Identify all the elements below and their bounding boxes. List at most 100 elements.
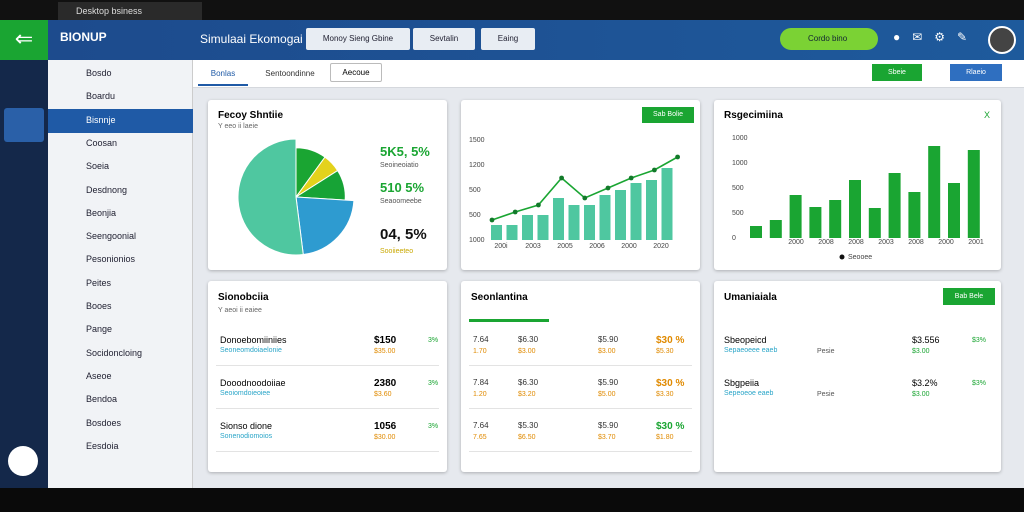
x-tick-label: 2008 [908,239,924,246]
cell-sub: $5.30 [656,348,674,355]
chart [237,138,355,256]
sidebar-item[interactable]: Desdnong [86,184,128,195]
cell-sub: $5.00 [598,391,616,398]
card-subtitle: Y aeoi ii eaiee [218,307,262,314]
sidebar-item[interactable]: Beonjia [86,207,117,218]
cell: $30 % [656,335,685,346]
y-tick-label: 1200 [469,162,485,169]
tab[interactable]: Desktop bsiness [58,2,202,20]
sidebar-item[interactable]: Aseoe [86,370,112,381]
sidebar-item[interactable]: Pange [86,324,113,335]
card-button[interactable]: Bab Bele [943,288,995,305]
cell: $5.30 [518,421,539,430]
row-subvalue: $35.00 [374,348,396,355]
card-title: Rsgecimiina [724,110,783,121]
logo: BIONUP [60,30,107,44]
row-subvalue: $3.00 [912,348,930,355]
cell-sub: 1.20 [473,391,487,398]
line-point [512,209,518,215]
cell: 7.64 [473,335,489,344]
bar [829,200,842,238]
legend-label: Seooee [848,254,872,261]
y-tick-label: 1000 [732,160,748,167]
bar [599,195,611,240]
action-button[interactable]: Sbeie [872,64,922,81]
sidebar-item[interactable]: Bendoa [86,394,118,405]
status-pill[interactable]: Cordo bino [780,28,878,50]
card: Umaniaiala Bab Bele Sbeopeicd Sepaeoeee eae… [714,281,1001,472]
toolbar-tab[interactable]: Sentoondinne [265,69,315,78]
sidebar-item[interactable]: Booes [86,301,112,311]
row-value: $150 [374,335,397,346]
cell-sub: $3.00 [518,348,536,355]
cell: $5.90 [598,378,619,387]
x-tick-label: 2000 [788,239,804,246]
row-sub: Sonenodiomoios [220,433,273,440]
sidebar-item[interactable]: Coosan [86,137,118,148]
row-value: 1056 [374,421,397,432]
sidebar-item[interactable]: Pesonionios [86,254,136,265]
x-tick-label: 200i [494,243,508,250]
row-name: Sbgpeiia [724,378,760,388]
header-button[interactable]: Eaing [481,28,535,50]
cell-sub: $3.00 [598,348,616,355]
line-point [559,175,564,181]
x-tick-label: 2008 [848,239,864,246]
toolbar-button[interactable]: Aecoue [330,63,382,82]
card-button[interactable]: Sab Bolie [642,107,694,123]
row-name: Sionso dione [220,421,273,431]
sidebar-item[interactable]: Seengoonial [86,231,137,242]
x-tick-label: 2006 [589,243,605,250]
card: Sab Bolie 1500 1200 500 500 1000 200i 2003 2005 2… [461,100,700,270]
header-button[interactable]: Sevtalin [413,28,475,50]
sidebar-item[interactable]: Bosdo [86,68,112,78]
card: Sionobciia Y aeoi ii eaiee Donoebomiiniies… [208,281,447,472]
row-sub: Seoneomdoiaelonie [220,347,282,354]
progress [469,319,549,322]
rail-button[interactable] [8,446,38,476]
sidebar-item[interactable]: Bisnnje [48,108,193,133]
row-value: $3.556 [912,335,940,345]
cell-sub: 7.65 [473,434,487,441]
sidebar-item[interactable]: Bosdoes [86,417,122,428]
y-tick-label: 1000 [732,135,748,142]
pie-slice [295,196,355,256]
cell: $30 % [656,378,685,389]
legend-label: Seaoomeebe [380,198,422,205]
row-pct: $3% [972,380,987,387]
action-button[interactable]: Rlaeio [950,64,1002,81]
cell: $6.30 [518,378,539,387]
cell-sub: $3.30 [656,391,674,398]
y-tick-label: 500 [469,187,481,194]
sidebar-item[interactable]: Eesdoia [86,440,119,451]
rail-active[interactable] [4,108,44,142]
cell: 7.64 [473,421,489,430]
row-line [469,408,692,409]
x-tick-label: 2000 [938,239,954,246]
cell-sub: 1.70 [473,348,487,355]
cell-sub: $6.50 [518,434,536,441]
close-button[interactable]: X [984,110,991,120]
card: Fecoy Shntiie Y eeo ii laeie 5K5, 5% Seoine… [208,100,447,270]
legend-value: 510 5% [380,180,425,195]
back-button[interactable]: ⇐ [0,20,48,60]
y-tick-label: 1500 [469,137,485,144]
bar [888,173,901,238]
sidebar-item[interactable]: Peites [86,277,112,288]
x-tick-label: 2003 [525,243,541,250]
sidebar-item[interactable]: Socidoncloing [86,347,143,358]
card-title: Seonlantina [471,292,528,303]
avatar[interactable] [988,26,1016,54]
bar [646,180,657,240]
bar [615,190,626,240]
row-subvalue: $3.00 [912,391,930,398]
header-icons[interactable]: ●✉⚙✎ [893,30,980,44]
header-button[interactable]: Monoy Sieng Gbine [306,28,410,50]
card-title: Umaniaiala [724,292,777,303]
legend-label: Seoineoiatio [380,162,419,169]
toolbar-tab[interactable]: Bonlas [198,62,248,86]
sidebar-item[interactable]: Boardu [86,91,116,102]
sidebar-item[interactable]: Soeia [86,161,110,172]
bar [769,220,782,238]
line-point [675,154,680,160]
